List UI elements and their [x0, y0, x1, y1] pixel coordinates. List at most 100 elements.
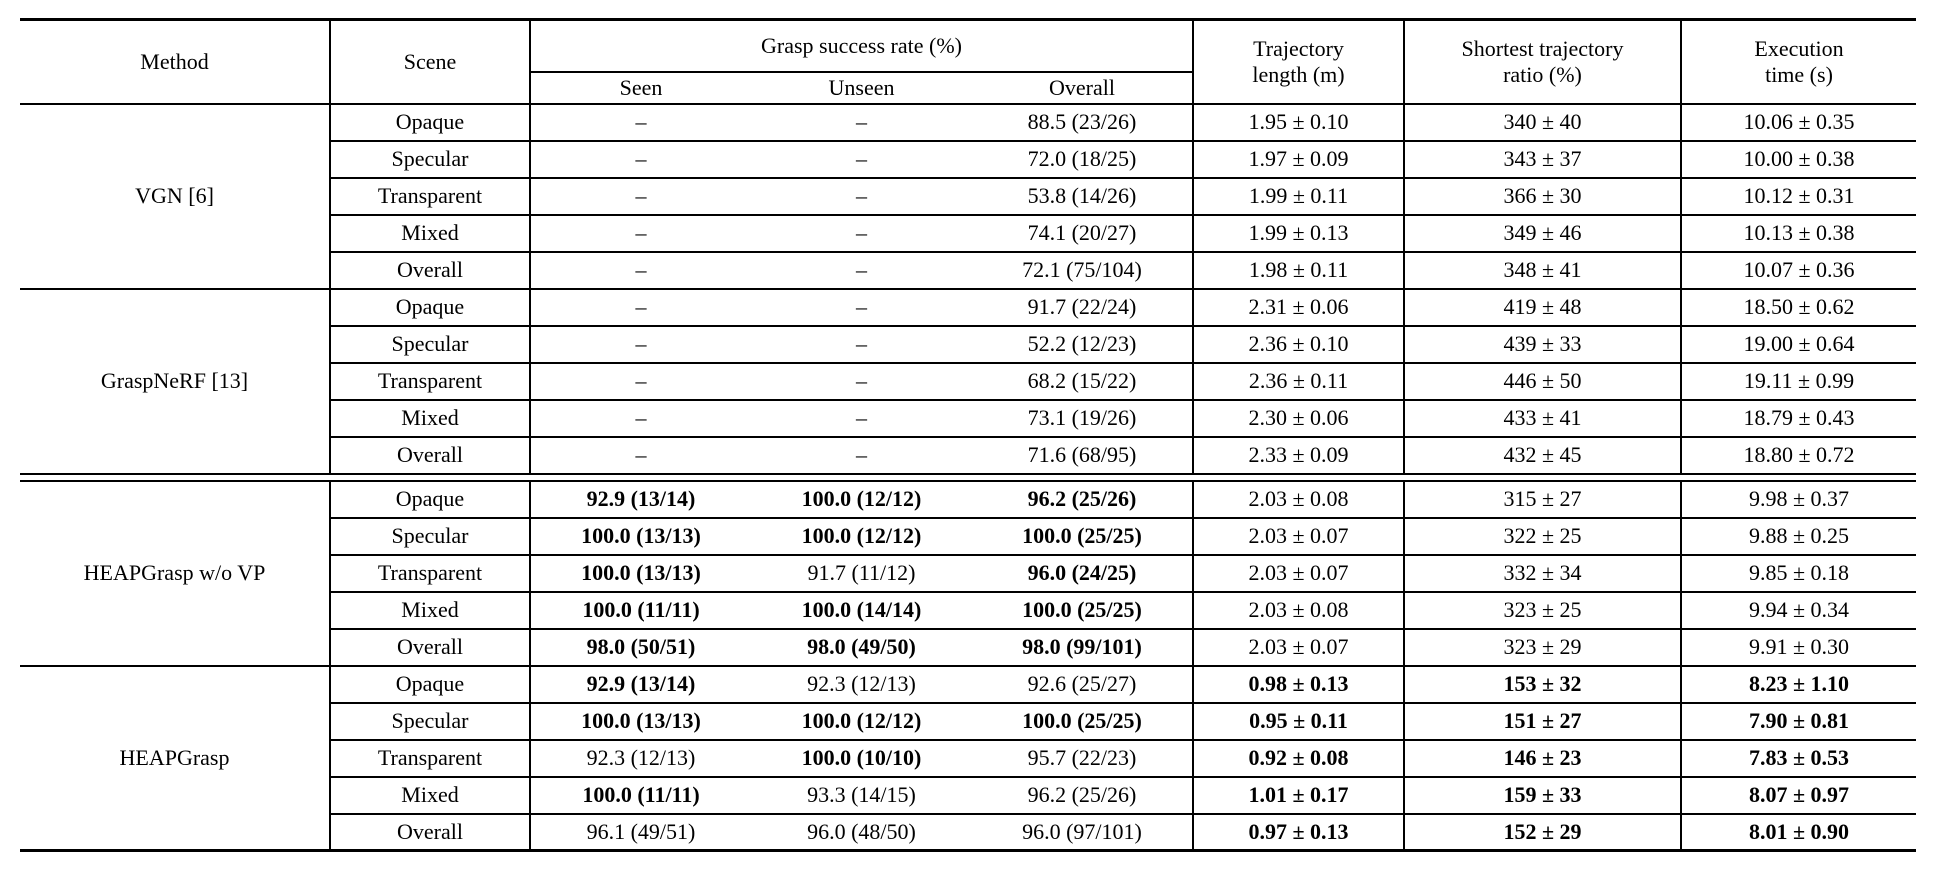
cell-shortest-trajectory-ratio: 153 ± 32 — [1403, 664, 1681, 703]
cell-seen: – — [530, 324, 751, 363]
table-row: Specular 100.0 (13/13) 100.0 (12/12) 100.0 … — [20, 516, 1916, 555]
cell-execution-time: 9.88 ± 0.25 — [1680, 516, 1916, 555]
cell-seen: – — [530, 176, 751, 215]
cell-unseen: – — [751, 250, 972, 289]
cell-overall: 100.0 (25/25) — [972, 516, 1193, 555]
header-line: length (m) — [1252, 61, 1345, 87]
column-subheader-overall: Overall — [972, 71, 1193, 105]
cell-overall: 98.0 (99/101) — [972, 627, 1193, 666]
cell-overall: 72.1 (75/104) — [972, 250, 1193, 289]
cell-overall: 68.2 (15/22) — [972, 361, 1193, 400]
column-subheader-unseen: Unseen — [751, 71, 972, 105]
table-header: Method Scene Grasp success rate (%) Traj… — [20, 19, 1916, 105]
cell-shortest-trajectory-ratio: 419 ± 48 — [1403, 287, 1681, 326]
cell-unseen: 98.0 (49/50) — [751, 627, 972, 666]
cell-seen: – — [530, 213, 751, 252]
cell-trajectory-length: 0.97 ± 0.13 — [1192, 812, 1404, 851]
cell-overall: 53.8 (14/26) — [972, 176, 1193, 215]
scene-cell: Mixed — [329, 398, 531, 437]
scene-cell: Overall — [329, 627, 531, 666]
cell-overall: 72.0 (18/25) — [972, 139, 1193, 178]
cell-execution-time: 19.00 ± 0.64 — [1680, 324, 1916, 363]
cell-execution-time: 9.91 ± 0.30 — [1680, 627, 1916, 666]
block-double-separator — [20, 472, 1916, 482]
table-row: Mixed 100.0 (11/11) 93.3 (14/15) 96.2 (25/2… — [20, 775, 1916, 814]
cell-overall: 100.0 (25/25) — [972, 590, 1193, 629]
table-row: Mixed – –73.1 (19/26) 2.30 ± 0.06 433 ± 41 18… — [20, 398, 1916, 437]
cell-execution-time: 7.90 ± 0.81 — [1680, 701, 1916, 740]
cell-unseen: – — [751, 287, 972, 326]
cell-execution-time: 18.50 ± 0.62 — [1680, 287, 1916, 326]
cell-seen: 100.0 (13/13) — [530, 553, 751, 592]
table-row: Specular – –72.0 (18/25) 1.97 ± 0.09 343 ± 3… — [20, 139, 1916, 178]
cell-trajectory-length: 0.92 ± 0.08 — [1192, 738, 1404, 777]
cell-trajectory-length: 2.31 ± 0.06 — [1192, 287, 1404, 326]
cell-execution-time: 10.12 ± 0.31 — [1680, 176, 1916, 215]
cell-overall: 96.2 (25/26) — [972, 775, 1193, 814]
table-row: VGN [6] Opaque – –88.5 (23/26) 1.95 ± 0.10 34… — [20, 102, 1916, 289]
cell-shortest-trajectory-ratio: 340 ± 40 — [1403, 102, 1681, 141]
cell-shortest-trajectory-ratio: 433 ± 41 — [1403, 398, 1681, 437]
cell-seen: 100.0 (11/11) — [530, 775, 751, 814]
cell-shortest-trajectory-ratio: 349 ± 46 — [1403, 213, 1681, 252]
cell-trajectory-length: 2.33 ± 0.09 — [1192, 435, 1404, 474]
cell-overall: 96.2 (25/26) — [972, 479, 1193, 518]
cell-trajectory-length: 2.36 ± 0.10 — [1192, 324, 1404, 363]
cell-seen: 100.0 (13/13) — [530, 516, 751, 555]
cell-execution-time: 9.98 ± 0.37 — [1680, 479, 1916, 518]
cell-shortest-trajectory-ratio: 151 ± 27 — [1403, 701, 1681, 740]
cell-seen: 92.9 (13/14) — [530, 664, 751, 703]
cell-unseen: 92.3 (12/13) — [751, 664, 972, 703]
cell-shortest-trajectory-ratio: 152 ± 29 — [1403, 812, 1681, 851]
table-row: Mixed – –74.1 (20/27) 1.99 ± 0.13 349 ± 46 10… — [20, 213, 1916, 252]
cell-execution-time: 10.06 ± 0.35 — [1680, 102, 1916, 141]
table-row: Transparent – –68.2 (15/22) 2.36 ± 0.11 446 … — [20, 361, 1916, 400]
cell-execution-time: 10.00 ± 0.38 — [1680, 139, 1916, 178]
table-row: Transparent 92.3 (12/13) 100.0 (10/10) 95.7… — [20, 738, 1916, 777]
cell-overall: 74.1 (20/27) — [972, 213, 1193, 252]
scene-cell: Transparent — [329, 553, 531, 592]
column-header-grasp-success-group: Grasp success rate (%) — [529, 19, 1193, 73]
cell-shortest-trajectory-ratio: 343 ± 37 — [1403, 139, 1681, 178]
header-line: time (s) — [1765, 61, 1833, 87]
cell-overall: 91.7 (22/24) — [972, 287, 1193, 326]
cell-shortest-trajectory-ratio: 332 ± 34 — [1403, 553, 1681, 592]
cell-overall: 96.0 (97/101) — [972, 812, 1193, 851]
header-line: Execution — [1754, 35, 1844, 61]
scene-cell: Opaque — [329, 479, 531, 518]
table-row: Mixed 100.0 (11/11) 100.0 (14/14) 100.0 (25… — [20, 590, 1916, 629]
cell-unseen: – — [751, 398, 972, 437]
cell-shortest-trajectory-ratio: 146 ± 23 — [1403, 738, 1681, 777]
cell-trajectory-length: 1.99 ± 0.13 — [1192, 213, 1404, 252]
table-row: Specular 100.0 (13/13) 100.0 (12/12) 100.0 … — [20, 701, 1916, 740]
scene-cell: Specular — [329, 516, 531, 555]
cell-execution-time: 7.83 ± 0.53 — [1680, 738, 1916, 777]
method-cell: HEAPGrasp — [20, 664, 331, 851]
cell-trajectory-length: 1.97 ± 0.09 — [1192, 139, 1404, 178]
table-row: HEAPGrasp Opaque 92.9 (13/14) 92.3 (12/13) 9… — [20, 664, 1916, 851]
cell-unseen: – — [751, 213, 972, 252]
cell-unseen: 100.0 (12/12) — [751, 701, 972, 740]
scene-cell: Overall — [329, 250, 531, 289]
cell-overall: 71.6 (68/95) — [972, 435, 1193, 474]
scene-cell: Opaque — [329, 287, 531, 326]
cell-shortest-trajectory-ratio: 348 ± 41 — [1403, 250, 1681, 289]
method-cell: GraspNeRF [13] — [20, 287, 331, 474]
column-header-trajectory-length: Trajectory length (m) — [1192, 19, 1404, 105]
scene-cell: Specular — [329, 139, 531, 178]
cell-unseen: 100.0 (12/12) — [751, 516, 972, 555]
cell-unseen: 100.0 (10/10) — [751, 738, 972, 777]
cell-shortest-trajectory-ratio: 446 ± 50 — [1403, 361, 1681, 400]
table-row: Overall 98.0 (50/51) 98.0 (49/50) 98.0 (99/… — [20, 627, 1916, 666]
cell-overall: 95.7 (22/23) — [972, 738, 1193, 777]
cell-unseen: – — [751, 324, 972, 363]
cell-trajectory-length: 2.36 ± 0.11 — [1192, 361, 1404, 400]
cell-trajectory-length: 2.30 ± 0.06 — [1192, 398, 1404, 437]
cell-execution-time: 18.80 ± 0.72 — [1680, 435, 1916, 474]
cell-execution-time: 18.79 ± 0.43 — [1680, 398, 1916, 437]
cell-trajectory-length: 2.03 ± 0.07 — [1192, 516, 1404, 555]
cell-trajectory-length: 0.95 ± 0.11 — [1192, 701, 1404, 740]
header-line: Shortest trajectory — [1461, 35, 1624, 61]
header-row-top: Method Scene Grasp success rate (%) Traj… — [20, 19, 1916, 105]
cell-execution-time: 19.11 ± 0.99 — [1680, 361, 1916, 400]
